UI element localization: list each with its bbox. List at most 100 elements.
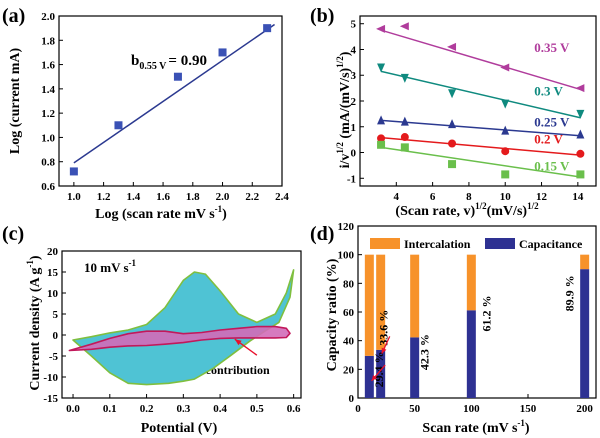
- legend-swatch-intercalation: [370, 238, 400, 249]
- panel-b-data-point: [501, 147, 510, 156]
- panel-c-plot-frame: [61, 250, 302, 399]
- panel-d-plot-frame: [357, 225, 597, 399]
- panel-c-y-tick-label: 15: [47, 267, 59, 279]
- panel-c-capacitive-cv-area: [68, 325, 291, 352]
- panel-b-data-point: [400, 143, 409, 152]
- panel-d-percent-label: 61.2 %: [480, 295, 494, 331]
- panel-b-data-point: [448, 89, 457, 99]
- panel-b-fit-line: [380, 136, 581, 156]
- panel-a-data-point: [114, 121, 123, 130]
- panel-a-x-tick-label: 1.0: [67, 191, 81, 203]
- panel-d-bar-capacitance: [364, 355, 374, 398]
- panel-b-x-tick-label: 14: [572, 191, 584, 203]
- panel-d-xlabel: Scan rate (mV s-1): [422, 418, 530, 436]
- panel-c-ylabel: Current density (A g-1): [25, 255, 43, 391]
- panel-b-data-point: [447, 42, 457, 51]
- panel-d-ylabel: Capacity ratio (%): [325, 258, 340, 371]
- panel-b-x-tick-label: 10: [500, 191, 512, 203]
- panel-c-y-tick-label: 0: [53, 330, 59, 342]
- panel-b-data-point: [575, 84, 585, 93]
- panel-b-y-tick-label: 4: [351, 44, 357, 56]
- panel-b-data-point: [500, 63, 510, 72]
- panel-d-bar-intercalation: [466, 254, 476, 311]
- panel-a-y-tick-label: 1.4: [41, 84, 55, 96]
- panel-d-x-tick-label: 150: [520, 403, 537, 415]
- panel-b-fit-line: [380, 146, 581, 178]
- panel-b-data-point: [448, 139, 457, 148]
- panel-b-y-tick-label: 0: [351, 148, 357, 160]
- panel-a-y-tick-label: 1.0: [41, 132, 55, 144]
- panel-c-x-tick-label: 0.6: [287, 403, 301, 415]
- panel-b-x-tick-label: 8: [466, 191, 472, 203]
- panel-d-tag: (d): [310, 223, 334, 245]
- panel-b-series-label: 0.25 V: [534, 115, 570, 130]
- panel-d-bar-capacitance: [410, 337, 420, 398]
- panel-a-y-tick-label: 0.8: [41, 157, 55, 169]
- panel-c-y-tick-label: -10: [43, 372, 58, 384]
- panel-b-fit-line: [380, 29, 581, 91]
- panel-d-bar-intercalation: [376, 254, 386, 350]
- panel-c-x-tick-label: 0.1: [103, 403, 117, 415]
- panel-c-x-tick-label: 0.5: [250, 403, 264, 415]
- panel-c-x-tick-label: 0.3: [176, 403, 190, 415]
- panel-a-x-tick-label: 1.8: [186, 191, 200, 203]
- panel-a-x-tick-label: 1.4: [126, 191, 140, 203]
- panel-b-data-point: [501, 99, 510, 109]
- panel-d-y-tick-label: 120: [338, 221, 355, 233]
- panel-b-data-point: [400, 133, 409, 142]
- panel-c-y-tick-label: -15: [43, 393, 58, 405]
- panel-a-data-point: [173, 72, 182, 81]
- panel-d-x-tick-label: 100: [463, 403, 480, 415]
- panel-a-data-point: [69, 167, 78, 176]
- panel-d-percent-label: 29.4 %: [372, 351, 386, 387]
- panel-d-y-tick-label: 100: [338, 250, 355, 262]
- panel-b-fit-line: [381, 119, 581, 137]
- panel-b-series-label: 0.3 V: [534, 84, 563, 99]
- panel-b-ylabel: i/v1/2 (mA/(mV/s)1/2): [335, 51, 353, 168]
- panel-b-data-point: [400, 116, 409, 126]
- panel-b-data-point: [377, 140, 386, 149]
- panel-d-y-tick-label: 60: [343, 307, 355, 319]
- panel-d-percent-label: 42.3 %: [417, 334, 431, 370]
- panel-d-x-tick-label: 200: [576, 403, 593, 415]
- panel-a-y-tick-label: 1.2: [41, 108, 55, 120]
- panel-a-xlabel: Log (scan rate mV s-1): [95, 204, 227, 222]
- panel-c-y-tick-label: 20: [47, 246, 59, 258]
- panel-b-data-point: [501, 125, 510, 135]
- panel-b-data-point: [448, 160, 457, 169]
- panel-d-bar-capacitance: [466, 310, 476, 398]
- panel-a-fit-line: [73, 23, 275, 164]
- panel-b-y-tick-label: 3: [351, 70, 357, 82]
- panel-a-ylabel: Log (current mA): [8, 48, 23, 155]
- panel-b-data-point: [377, 115, 386, 125]
- panel-b-fit-line: [380, 70, 581, 119]
- panel-b-y-tick-label: -1: [347, 173, 356, 185]
- panel-b-y-tick-label: 1: [351, 122, 357, 134]
- panel-a-x-tick-label: 1.2: [97, 191, 111, 203]
- panel-d-x-tick-label: 50: [409, 403, 421, 415]
- legend-label-intercalation: Intercalation: [404, 237, 471, 251]
- panel-c-y-tick-label: 10: [47, 288, 59, 300]
- panel-b-data-point: [376, 24, 386, 33]
- panel-d-y-tick-label: 0: [349, 393, 355, 405]
- panel-d-bar-capacitance: [580, 269, 590, 398]
- panel-b-data-point: [501, 170, 510, 179]
- panel-d-x-tick-label: 0: [355, 403, 361, 415]
- panel-c-annotation-arrowhead: [234, 339, 242, 346]
- panel-c-total-cv-area: [72, 269, 295, 386]
- panel-b-series-label: 0.35 V: [534, 40, 570, 55]
- panel-d-label-arrowhead: [371, 375, 378, 381]
- panel-b-x-tick-label: 6: [430, 191, 436, 203]
- panel-b-data-point: [400, 73, 409, 83]
- panel-b-data-point: [377, 63, 386, 73]
- panel-b-data-point: [576, 149, 585, 158]
- panel-a-y-tick-label: 1.6: [41, 60, 55, 72]
- legend-label-capacitance: Capacitance: [519, 237, 583, 251]
- panel-d-bar-intercalation: [580, 254, 590, 270]
- panel-d-y-tick-label: 40: [343, 336, 355, 348]
- panel-c-x-tick-label: 0.2: [140, 403, 154, 415]
- panel-a-x-tick-label: 2.0: [216, 191, 230, 203]
- panel-b-series-label: 0.15 V: [534, 158, 570, 173]
- panel-b-data-point: [576, 109, 585, 119]
